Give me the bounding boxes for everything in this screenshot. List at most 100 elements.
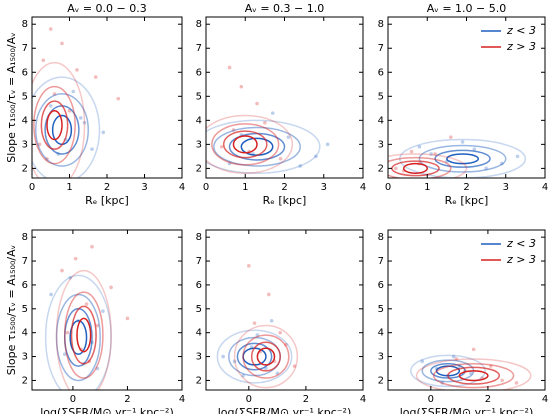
scatter-point [95,323,100,328]
scatter-point [241,373,245,378]
x-tick-label: 0 [203,182,209,193]
scatter-point [231,128,236,132]
y-tick-label: 5 [22,91,28,102]
panel: 0 2 4 2 3 4 5 6 7 8 log(ΣSFR/M⊙ yr⁻¹ kpc⁻²) Slope τ… [5,229,185,414]
contour [242,334,290,379]
scatter-point [78,116,83,120]
x-tick-label: 2 [281,182,287,193]
contour [46,109,63,141]
plot-area [410,347,532,390]
contour [458,370,489,382]
y-tick-label: 7 [378,256,384,267]
scatter-point [125,316,130,321]
y-tick-label: 3 [196,352,202,363]
panel-title: Aᵥ = 1.0 − 5.0 [427,2,507,15]
scatter-point [65,330,70,335]
scatter-point [255,101,259,106]
y-tick-label: 4 [22,328,28,339]
scatter-point [227,161,232,166]
y-tick-label: 5 [22,304,28,315]
contour [213,126,301,167]
axes-frame [31,229,183,391]
scatter-point [488,364,493,368]
contour [33,85,76,165]
plot-area [44,244,130,390]
scatter-point [500,161,504,166]
scatter-point [41,58,46,63]
y-tick-label: 8 [196,19,202,30]
contour [250,341,281,372]
scatter-point [292,364,297,368]
x-tick-label: 0 [246,394,252,405]
x-tick-label: 1 [66,182,72,193]
y-tick-label: 4 [196,115,202,126]
y-tick-label: 3 [22,352,28,363]
scatter-point [75,68,79,72]
scatter-point [227,65,232,70]
scatter-point [409,149,414,154]
legend-label: z > 3 [506,40,536,53]
scatter-point [52,92,57,96]
y-tick-label: 5 [378,304,384,315]
contour [447,366,501,385]
scatter-point [49,292,53,297]
contour [256,347,276,366]
scatter-point [37,142,42,147]
y-tick-label: 6 [378,67,384,78]
y-tick-label: 2 [196,375,202,386]
scatter-point [286,135,291,139]
scatter-point [449,135,453,139]
scatter-point [514,381,519,385]
scatter-point [221,354,225,359]
scatter-point [93,75,98,79]
panel: 0 1 2 3 4 2 3 4 5 6 7 8 Aᵥ = 0.3 − 1.0 Rₑ [kpc] [196,2,367,207]
legend-label: z < 3 [506,24,536,37]
x-tick-label: 2 [104,182,110,193]
x-tick-label: 2 [485,394,491,405]
scatter-point [232,359,237,364]
x-tick-label: 0 [385,182,391,193]
scatter-point [90,147,94,151]
y-tick-label: 4 [196,328,202,339]
scatter-point [116,96,121,101]
axes-frame [31,16,183,179]
x-tick-label: 4 [542,394,548,405]
plot-area [206,65,330,174]
scatter-point [433,152,437,156]
x-tick-label: 2 [463,182,469,193]
y-tick-label: 3 [378,352,384,363]
y-tick-label: 6 [378,280,384,291]
scatter-point [84,302,89,306]
contour [430,362,466,379]
contour [76,317,92,353]
contour [236,342,273,371]
scatter-point [284,342,288,347]
scatter-point [515,154,520,159]
scatter-point [269,318,274,323]
axes-frame [205,229,364,391]
scatter-point [454,357,459,361]
scatter-point [45,156,49,161]
panel: 0 1 2 3 4 2 3 4 5 6 7 8 Aᵥ = 0.0 − 0.3 Rₑ [kpc] Slope … [5,2,185,207]
x-axis-label: Rₑ [kpc] [263,194,307,207]
x-tick-label: 4 [179,394,185,405]
y-tick-label: 3 [196,139,202,150]
scatter-point [73,256,78,261]
contour [32,76,101,178]
scatter-point [101,130,106,135]
scatter-point [278,156,283,161]
contour [233,324,299,389]
y-tick-label: 6 [196,280,202,291]
legend: z < 3 z > 3 [481,24,536,53]
scatter-point [263,120,267,125]
scatter-point [48,104,53,108]
contour [232,135,258,154]
scatter-point [468,371,473,376]
y-tick-label: 7 [196,43,202,54]
scatter-point [394,166,398,171]
y-tick-label: 7 [22,43,28,54]
scatter-point [298,164,303,168]
scatter-point [440,381,445,385]
scatter-point [239,84,244,89]
